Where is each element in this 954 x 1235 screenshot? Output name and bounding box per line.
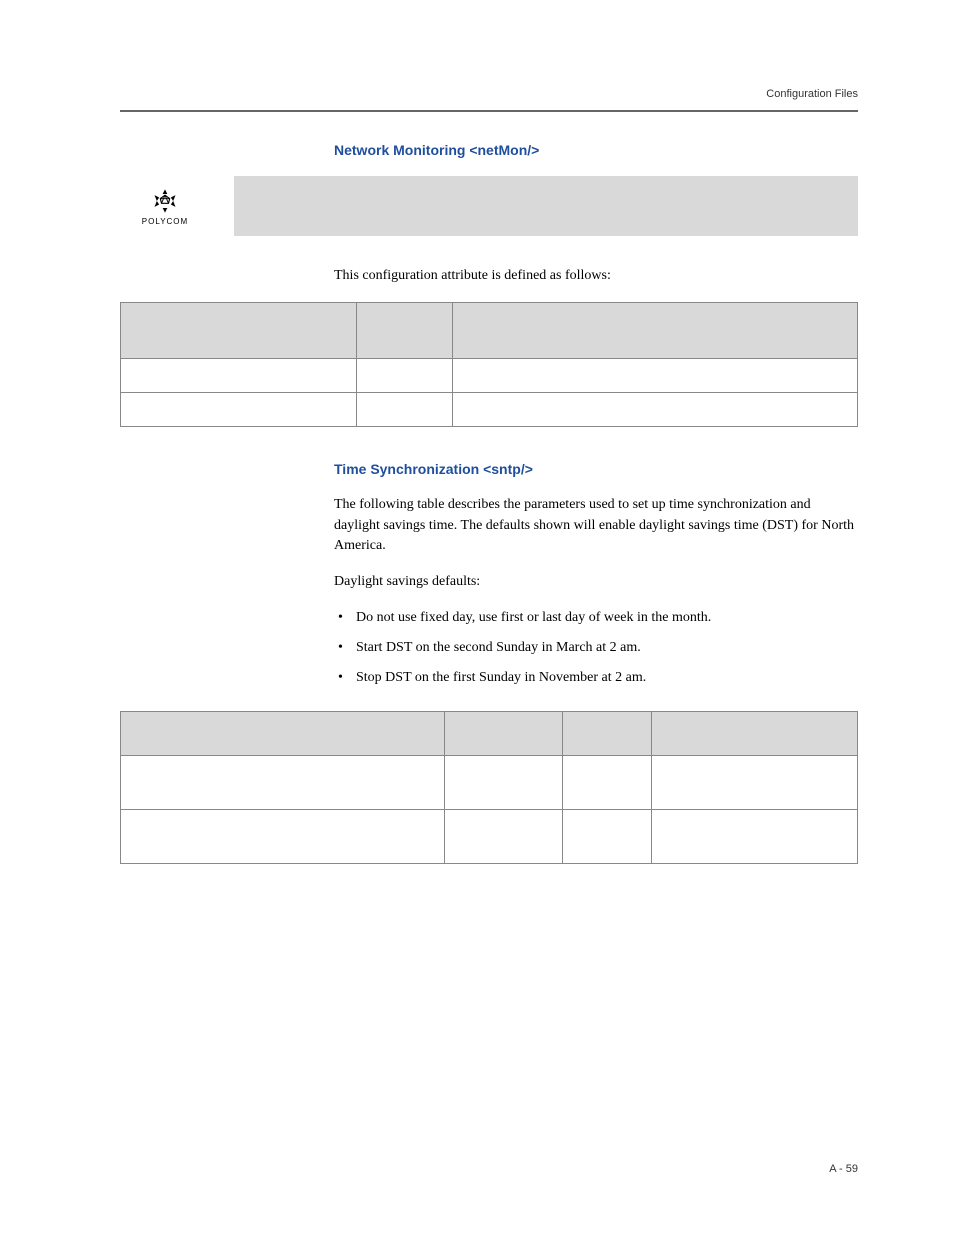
header-rule xyxy=(120,110,858,112)
table-row xyxy=(121,756,858,810)
table-cell xyxy=(651,756,857,810)
table-cell xyxy=(452,393,857,427)
table-header-cell xyxy=(445,712,563,756)
table-cell xyxy=(121,810,445,864)
sntp-para2: Daylight savings defaults: xyxy=(334,572,858,592)
section-heading-sntp: Time Synchronization <sntp/> xyxy=(334,461,858,477)
table-cell xyxy=(651,810,857,864)
polycom-logo: POLYCOM xyxy=(120,187,210,226)
header-label: Configuration Files xyxy=(120,88,858,100)
table-header-cell xyxy=(121,712,445,756)
table-cell xyxy=(445,756,563,810)
table-header-cell xyxy=(452,303,857,359)
table-header-cell xyxy=(651,712,857,756)
config-attribute-table xyxy=(120,302,858,427)
polycom-logo-text: POLYCOM xyxy=(142,217,188,226)
table-row xyxy=(121,359,858,393)
section-heading-netmon: Network Monitoring <netMon/> xyxy=(334,142,858,158)
table-header-cell xyxy=(563,712,651,756)
table-cell xyxy=(121,359,357,393)
table-cell xyxy=(452,359,857,393)
table-cell xyxy=(356,359,452,393)
dst-defaults-list: Do not use fixed day, use first or last … xyxy=(334,608,858,687)
sntp-params-table xyxy=(120,711,858,864)
table-header-cell xyxy=(356,303,452,359)
table-cell xyxy=(121,756,445,810)
list-item: Stop DST on the first Sunday in November… xyxy=(334,668,858,688)
list-item: Do not use fixed day, use first or last … xyxy=(334,608,858,628)
table-cell xyxy=(121,393,357,427)
table-header-row xyxy=(121,303,858,359)
note-box: POLYCOM xyxy=(120,176,858,236)
table-cell xyxy=(563,810,651,864)
page-number: A - 59 xyxy=(829,1163,858,1175)
table-header-cell xyxy=(121,303,357,359)
table-cell xyxy=(563,756,651,810)
list-item: Start DST on the second Sunday in March … xyxy=(334,638,858,658)
intro-text: This configuration attribute is defined … xyxy=(334,266,858,286)
table-row xyxy=(121,393,858,427)
table-cell xyxy=(445,810,563,864)
table-row xyxy=(121,810,858,864)
note-body xyxy=(234,176,858,236)
polycom-logo-icon xyxy=(151,187,179,215)
table-header-row xyxy=(121,712,858,756)
table-cell xyxy=(356,393,452,427)
sntp-para1: The following table describes the parame… xyxy=(334,495,858,556)
